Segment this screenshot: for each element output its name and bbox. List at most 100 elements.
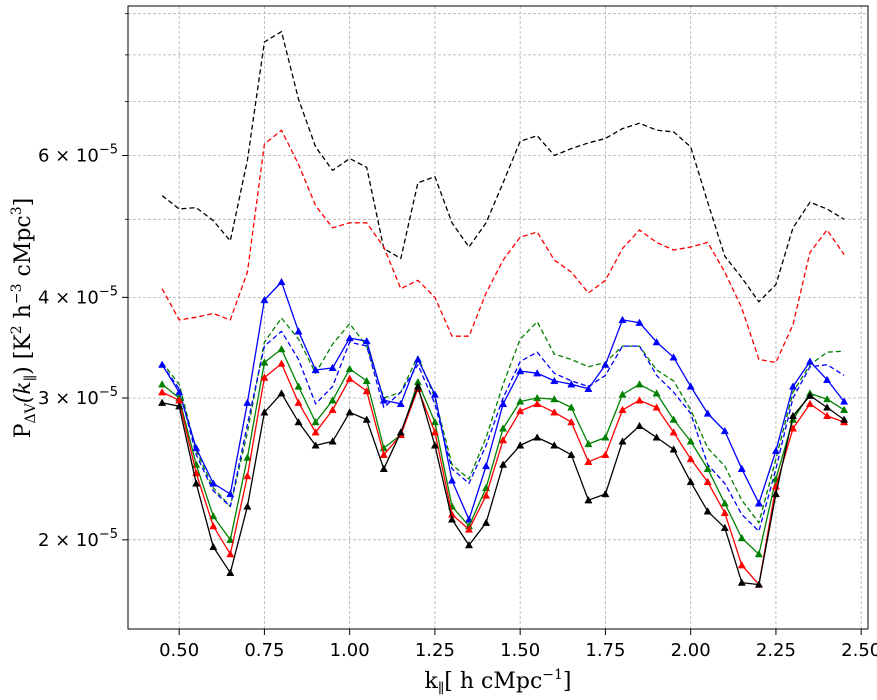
- series-marker-5: [499, 424, 508, 432]
- series-marker-7: [805, 391, 815, 399]
- series-marker-6: [379, 450, 388, 458]
- series-marker-4: [686, 382, 695, 390]
- series-marker-4: [362, 336, 371, 345]
- series-marker-5: [430, 417, 439, 426]
- series-marker-4: [788, 382, 798, 390]
- series-marker-4: [430, 390, 439, 398]
- x-tick-label: 0.75: [244, 640, 284, 661]
- series-marker-5: [635, 380, 644, 388]
- series-marker-5: [720, 499, 729, 507]
- series-marker-7: [209, 542, 218, 551]
- x-tick-label: 2.00: [671, 640, 711, 661]
- series-marker-7: [567, 450, 576, 458]
- y-tick-label: 6 × 10−5: [38, 143, 118, 167]
- series-marker-7: [703, 507, 712, 515]
- x-tick-label: 2.50: [841, 640, 877, 661]
- series-marker-4: [413, 355, 422, 363]
- series-marker-6: [464, 525, 474, 533]
- series-marker-7: [584, 496, 593, 504]
- y-tick-label: 4 × 10−5: [38, 284, 118, 308]
- series-marker-4: [618, 315, 627, 324]
- x-tick-label: 1.50: [500, 640, 540, 661]
- series-marker-6: [209, 521, 218, 530]
- series-marker-6: [584, 457, 593, 465]
- series-marker-5: [243, 453, 252, 461]
- series-marker-6: [328, 405, 337, 413]
- series-marker-5: [362, 376, 371, 385]
- series-marker-4: [567, 380, 576, 388]
- x-tick-label: 2.25: [756, 640, 796, 661]
- series-marker-5: [788, 415, 798, 423]
- series-marker-7: [516, 441, 525, 449]
- series-marker-7: [430, 441, 439, 449]
- series-marker-6: [601, 450, 610, 458]
- series-marker-4: [737, 464, 746, 472]
- series-marker-7: [311, 441, 320, 449]
- series-marker-4: [499, 399, 508, 408]
- series-marker-4: [669, 353, 678, 361]
- series-marker-7: [601, 489, 610, 498]
- series-marker-7: [737, 578, 746, 586]
- x-axis-label: k∥[ h cMpc−1]: [424, 667, 571, 697]
- series-marker-5: [686, 437, 695, 445]
- series-marker-7: [550, 441, 559, 449]
- series-marker-4: [311, 365, 320, 374]
- series-marker-5: [277, 344, 286, 353]
- series-marker-7: [396, 428, 405, 436]
- series-marker-5: [209, 512, 218, 520]
- series-marker-4: [192, 443, 201, 452]
- series-marker-5: [567, 403, 576, 411]
- series-marker-6: [720, 508, 729, 517]
- series-marker-4: [840, 397, 849, 405]
- series-marker-6: [362, 386, 371, 395]
- series-marker-5: [584, 439, 593, 448]
- series-marker-7: [754, 580, 763, 588]
- series-marker-6: [652, 403, 661, 411]
- series-marker-5: [328, 396, 337, 404]
- series-marker-5: [294, 382, 303, 390]
- series-marker-4: [447, 476, 457, 484]
- series-marker-6: [550, 408, 559, 416]
- series-marker-7: [447, 515, 457, 523]
- series-marker-7: [788, 411, 798, 420]
- series-group: [158, 30, 849, 588]
- series-marker-7: [362, 415, 371, 423]
- series-marker-7: [379, 464, 388, 472]
- x-tick-label: 1.75: [585, 640, 625, 661]
- series-marker-7: [686, 477, 695, 486]
- series-marker-6: [243, 471, 252, 480]
- series-marker-5: [601, 433, 610, 441]
- series-marker-7: [294, 417, 303, 426]
- series-marker-7: [482, 518, 491, 526]
- series-marker-4: [550, 376, 559, 385]
- series-line-2: [161, 317, 845, 524]
- series-marker-4: [243, 398, 252, 406]
- series-marker-5: [823, 395, 832, 403]
- series-marker-4: [516, 366, 525, 375]
- series-marker-5: [737, 533, 746, 542]
- series-marker-5: [669, 415, 678, 423]
- series-marker-7: [533, 433, 542, 441]
- series-marker-6: [823, 411, 832, 420]
- series-marker-5: [618, 390, 627, 398]
- series-marker-6: [703, 477, 712, 486]
- series-marker-6: [788, 424, 798, 432]
- series-marker-5: [516, 397, 525, 405]
- series-marker-4: [601, 360, 610, 368]
- series-marker-5: [754, 549, 763, 558]
- series-marker-6: [311, 428, 320, 436]
- series-marker-6: [805, 399, 815, 408]
- series-marker-6: [260, 373, 269, 381]
- series-marker-7: [345, 408, 354, 416]
- series-marker-4: [584, 384, 593, 392]
- series-marker-7: [464, 540, 474, 549]
- series-marker-5: [703, 464, 712, 472]
- series-marker-6: [533, 399, 542, 408]
- series-marker-5: [311, 417, 320, 426]
- series-marker-7: [328, 437, 337, 445]
- series-marker-5: [550, 395, 559, 403]
- series-marker-4: [482, 461, 491, 470]
- y-tick-label: 2 × 10−5: [38, 527, 118, 551]
- series-line-3: [161, 330, 845, 532]
- series-marker-4: [209, 479, 218, 487]
